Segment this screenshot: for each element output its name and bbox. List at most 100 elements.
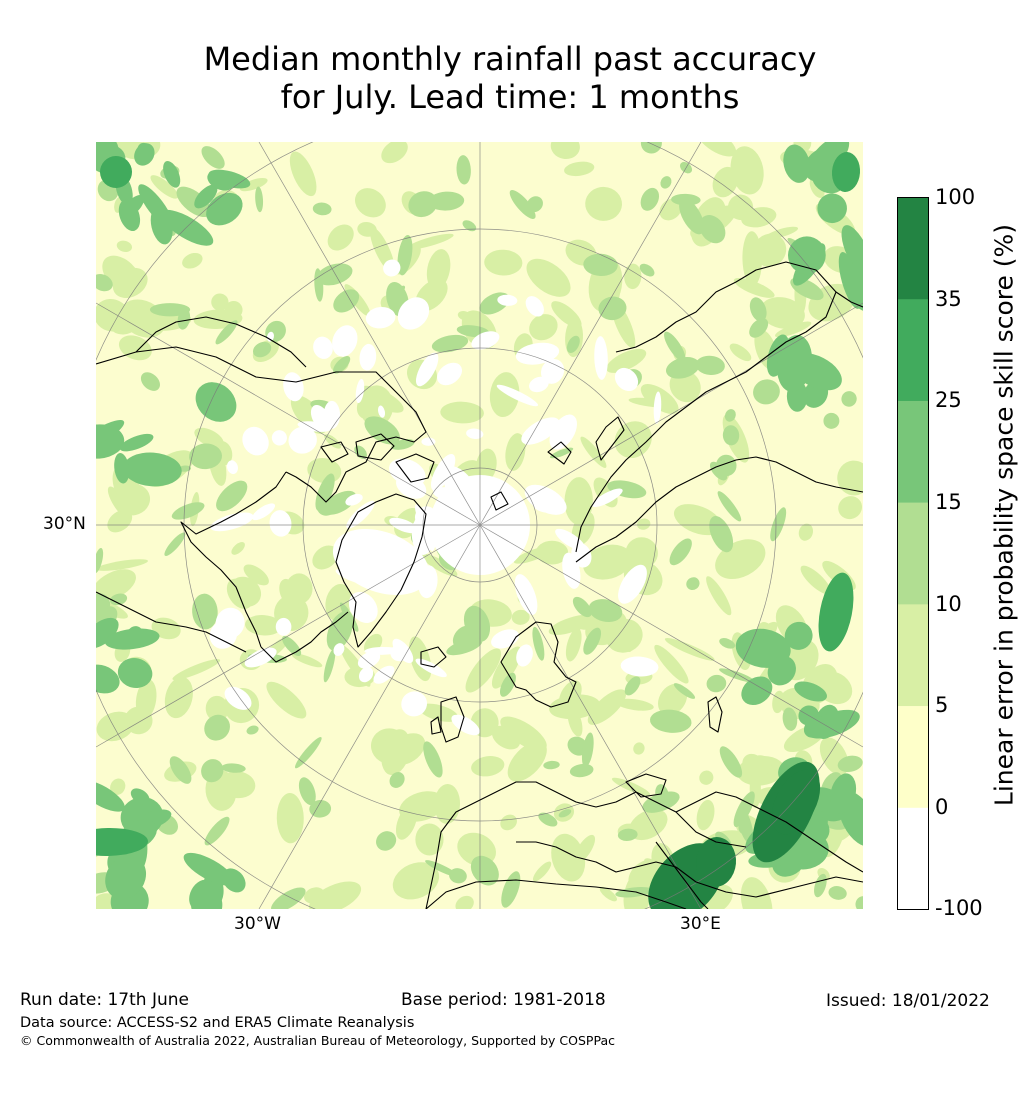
skill-patch-5-10	[406, 233, 454, 250]
skill-patch-5-10	[526, 258, 571, 297]
skill-patch-15-25	[794, 681, 828, 702]
latitude-label-30n: 30°N	[43, 514, 86, 534]
coast-north-america-arctic	[96, 346, 427, 503]
meridian	[96, 524, 481, 748]
meridian	[258, 524, 481, 909]
skill-patch-5-10	[599, 886, 617, 902]
skill-patch-negative	[244, 647, 277, 668]
skill-patch-5-10	[507, 740, 547, 782]
skill-patch-15-25	[767, 655, 796, 686]
skill-patch-5-10	[96, 569, 136, 601]
skill-patch-10-15	[655, 784, 669, 806]
coast-hudson-bay	[180, 471, 287, 648]
skill-patch-15-25	[838, 252, 862, 309]
skill-patch-5-10	[740, 877, 773, 909]
coast-iceland	[420, 646, 447, 668]
skill-patch-negative	[415, 352, 439, 387]
skill-patch-10-15	[192, 593, 218, 630]
skill-patch-10-15	[660, 176, 672, 189]
colorbar-tick: -100	[935, 896, 983, 920]
skill-patch-5-10	[312, 545, 339, 570]
skill-patch-negative	[346, 500, 375, 529]
skill-patch-negative	[332, 529, 430, 595]
skill-patch-5-10	[532, 861, 552, 882]
skill-patch-10-15	[664, 331, 686, 362]
skill-patch-5-10	[513, 545, 555, 564]
title-line-1: Median monthly rainfall past accuracy	[203, 40, 817, 78]
skill-patch-15-25	[121, 195, 145, 219]
skill-patch-5-10	[733, 277, 775, 298]
skill-patch-10-15	[309, 799, 332, 818]
skill-patch-5-10	[838, 496, 863, 520]
skill-patch-10-15	[425, 860, 458, 877]
skill-patch-5-10	[580, 436, 607, 468]
colorbar-segment	[897, 197, 929, 300]
skill-patch-10-15	[581, 732, 594, 768]
skill-patch-negative	[471, 331, 500, 350]
skill-patch-25-35	[818, 572, 854, 652]
coast-scandinavia	[500, 621, 577, 708]
coast-north-america-east	[260, 611, 349, 663]
skill-patch-10-15	[566, 335, 580, 354]
skill-patch-negative	[271, 430, 287, 446]
skill-patch-15-25	[96, 664, 120, 694]
skill-patch-5-10	[471, 755, 505, 777]
skill-patch-10-15	[221, 763, 246, 773]
skill-patch-10-15	[823, 412, 840, 429]
skill-patch-10-15	[640, 142, 662, 154]
skill-patch-negative	[224, 686, 252, 710]
skill-patch-5-10	[491, 646, 522, 689]
skill-patch-5-10	[194, 427, 224, 448]
colorbar-tick: 0	[935, 795, 949, 819]
skill-patch-5-10	[699, 770, 714, 785]
skill-patch-10-15	[749, 297, 767, 322]
coast-alaska	[135, 316, 307, 368]
skill-patch-5-10	[624, 263, 642, 290]
skill-patch-5-10	[245, 615, 282, 636]
skill-patch-5-10	[505, 433, 526, 471]
skill-patch-10-15	[569, 763, 594, 778]
skill-patch-15-25	[817, 193, 847, 224]
skill-patch-5-10	[491, 725, 521, 750]
skill-patch-5-10	[415, 823, 444, 856]
skill-patch-10-15	[189, 443, 223, 470]
skill-patch-negative	[313, 336, 333, 359]
coast-middle-east	[675, 791, 863, 873]
skill-patch-negative	[653, 391, 662, 424]
skill-patch-5-10	[564, 161, 595, 177]
skill-patch-5-10	[291, 653, 323, 668]
meridian	[479, 302, 863, 526]
skill-patch-10-15	[295, 736, 322, 769]
skill-patch-10-15	[526, 196, 543, 213]
skill-patch-negative	[525, 296, 544, 317]
skill-patch-negative	[531, 491, 558, 513]
meridian	[479, 142, 702, 526]
skill-patch-negative	[383, 259, 401, 277]
skill-patch-10-15	[456, 155, 471, 185]
skill-patch-negative	[529, 376, 549, 393]
skill-patch-negative	[516, 644, 533, 667]
skill-patch-10-15	[650, 709, 692, 733]
skill-patch-15-25	[803, 716, 827, 738]
skill-patch-10-15	[782, 707, 798, 731]
skill-patch-10-15	[733, 791, 755, 828]
coast-africa-north	[425, 879, 687, 909]
skill-score-map	[96, 142, 863, 909]
skill-patch-5-10	[392, 862, 440, 900]
skill-patch-5-10	[116, 240, 133, 252]
skill-patch-10-15	[640, 187, 660, 211]
coast-svalbard	[490, 491, 509, 511]
skill-patch-5-10	[455, 895, 474, 909]
skill-patch-15-25	[96, 142, 119, 167]
skill-patch-10-15	[639, 263, 655, 277]
skill-patch-10-15	[408, 191, 438, 218]
skill-patch-5-10	[633, 742, 645, 755]
skill-patch-5-10	[110, 778, 126, 796]
meridian	[258, 142, 481, 526]
skill-patch-negative	[209, 620, 238, 649]
skill-patch-15-25	[105, 855, 147, 900]
skill-patch-10-15	[679, 198, 705, 235]
skill-patch-10-15	[532, 626, 545, 661]
skill-patch-10-15	[695, 355, 725, 375]
meridian	[479, 524, 863, 748]
